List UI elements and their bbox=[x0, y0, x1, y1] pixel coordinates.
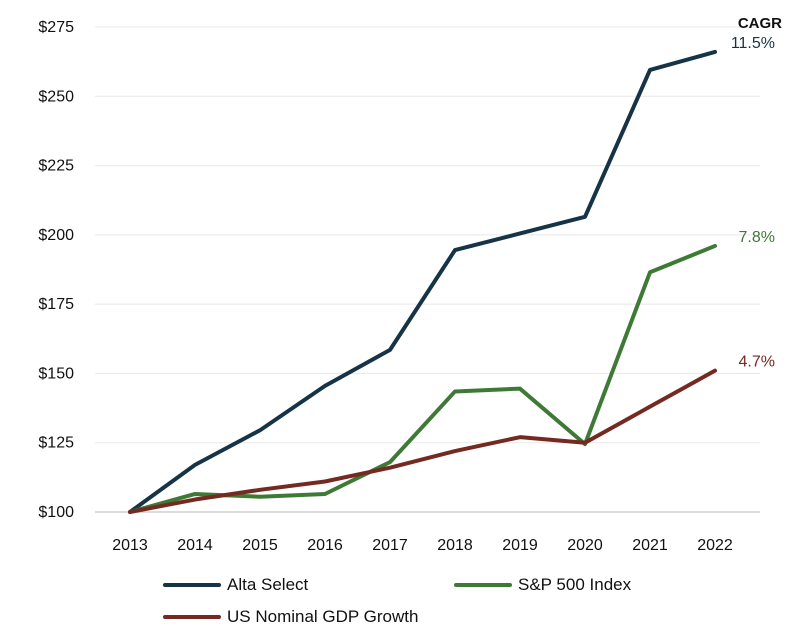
y-tick-label-275: $275 bbox=[38, 19, 74, 36]
chart-legend: Alta Select S&P 500 Index US Nominal GDP… bbox=[0, 568, 798, 627]
x-tick-label-2021: 2021 bbox=[632, 537, 668, 554]
x-tick-label-2015: 2015 bbox=[242, 537, 278, 554]
legend-item-sp500: S&P 500 Index bbox=[454, 575, 631, 595]
series-line-us-nominal-gdp-growth bbox=[128, 368, 717, 514]
x-tick-label-2017: 2017 bbox=[372, 537, 408, 554]
cagr-label-sandp-500-index: 7.8% bbox=[739, 229, 775, 246]
cagr-header: CAGR bbox=[738, 15, 782, 32]
y-tick-label-225: $225 bbox=[38, 158, 74, 175]
x-tick-label-2014: 2014 bbox=[177, 537, 213, 554]
x-tick-label-2013: 2013 bbox=[112, 537, 148, 554]
y-tick-label-100: $100 bbox=[38, 504, 74, 521]
x-tick-label-2018: 2018 bbox=[437, 537, 473, 554]
cagr-label-alta-select: 11.5% bbox=[731, 35, 775, 52]
legend-label-alta-select: Alta Select bbox=[227, 575, 309, 594]
x-tick-label-2016: 2016 bbox=[307, 537, 343, 554]
y-tick-label-150: $150 bbox=[38, 365, 74, 382]
y-tick-label-125: $125 bbox=[38, 435, 74, 452]
legend-item-alta-select: Alta Select bbox=[163, 575, 308, 595]
legend-swatch-us-gdp bbox=[163, 615, 221, 619]
y-tick-label-250: $250 bbox=[38, 88, 74, 105]
y-tick-label-200: $200 bbox=[38, 227, 74, 244]
legend-label-sp500: S&P 500 Index bbox=[518, 575, 632, 594]
x-tick-label-2020: 2020 bbox=[567, 537, 603, 554]
line-chart: $100 $125 $150 $175 $200 $225 $250 $275 2013 2014… bbox=[38, 15, 782, 554]
series-line-alta-select bbox=[128, 49, 717, 514]
legend-label-us-gdp: US Nominal GDP Growth bbox=[227, 607, 419, 626]
legend-item-us-gdp: US Nominal GDP Growth bbox=[163, 607, 418, 627]
legend-swatch-alta-select bbox=[163, 583, 221, 587]
y-tick-label-175: $175 bbox=[38, 296, 74, 313]
legend-swatch-sp500 bbox=[454, 583, 512, 587]
x-tick-label-2022: 2022 bbox=[697, 537, 733, 554]
series-line-sandp-500-index bbox=[128, 243, 717, 514]
cagr-label-us-nominal-gdp-growth: 4.7% bbox=[739, 354, 775, 371]
x-tick-label-2019: 2019 bbox=[502, 537, 538, 554]
